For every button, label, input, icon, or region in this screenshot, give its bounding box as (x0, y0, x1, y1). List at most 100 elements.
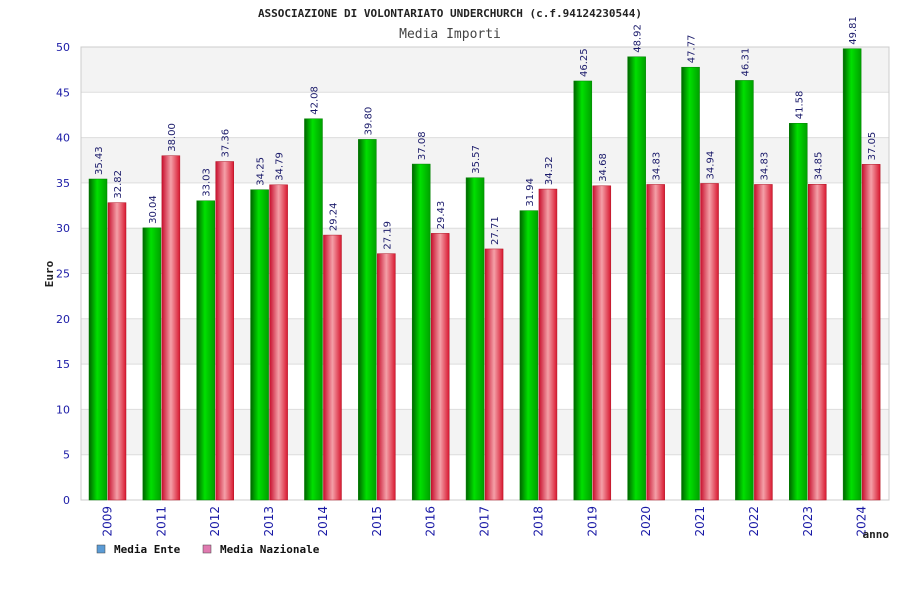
bar-media-ente-2024 (842, 48, 862, 501)
value-label: 29.24 (328, 202, 339, 231)
y-tick-label: 0 (63, 494, 70, 507)
chart-title: ASSOCIAZIONE DI VOLONTARIATO UNDERCHURCH… (258, 7, 642, 20)
value-label: 34.85 (813, 152, 824, 181)
bars-group (88, 48, 881, 501)
x-tick-label: 2014 (316, 506, 330, 537)
y-tick-label: 25 (56, 268, 70, 281)
value-label: 46.25 (579, 48, 590, 77)
value-label: 39.80 (363, 107, 374, 136)
bar-media-nazionale-2024 (861, 164, 881, 501)
x-tick-label: 2019 (585, 506, 599, 537)
x-tick-label: 2009 (101, 506, 115, 537)
y-axis-label: Euro (43, 260, 56, 287)
bar-media-nazionale-2022 (754, 184, 773, 501)
x-tick-label: 2015 (370, 506, 384, 537)
y-tick-label: 5 (63, 449, 70, 462)
y-tick-label: 35 (56, 177, 70, 190)
x-tick-label: 2017 (478, 506, 492, 537)
value-label: 49.81 (848, 16, 859, 45)
legend-swatch (96, 544, 106, 554)
bar-media-ente-2014 (304, 118, 323, 501)
bar-media-nazionale-2017 (484, 248, 504, 501)
bar-media-nazionale-2012 (215, 161, 234, 501)
y-tick-label: 10 (56, 403, 70, 416)
y-tick-label: 15 (56, 358, 70, 371)
x-tick-label: 2023 (801, 506, 815, 537)
value-label: 46.31 (740, 48, 751, 77)
value-label: 48.92 (633, 24, 644, 53)
bar-media-nazionale-2023 (808, 184, 827, 501)
value-label: 37.36 (221, 129, 232, 158)
x-tick-label: 2011 (154, 506, 168, 537)
bar-media-ente-2021 (681, 66, 700, 501)
x-tick-label: 2016 (424, 506, 438, 537)
value-label: 30.04 (148, 195, 159, 224)
value-label: 41.58 (794, 91, 805, 120)
x-axis-ticks: 2009 2011 2012 2013 2014 2015 2016 2017 2018 2019… (101, 506, 869, 537)
value-label: 34.25 (256, 157, 267, 186)
value-label: 34.68 (598, 153, 609, 182)
value-label: 34.94 (706, 151, 717, 180)
bar-media-ente-2020 (627, 56, 646, 501)
value-label: 32.82 (113, 170, 124, 199)
bar-media-ente-2012 (196, 200, 215, 501)
value-label: 34.79 (275, 152, 286, 181)
bar-media-ente-2011 (142, 227, 162, 501)
bar-media-ente-2023 (789, 123, 808, 501)
bar-media-ente-2009 (88, 178, 108, 501)
legend: Media Ente Media Nazionale (96, 543, 320, 556)
x-tick-label: 2021 (693, 506, 707, 537)
value-label: 47.77 (687, 35, 698, 64)
bar-media-nazionale-2016 (430, 233, 450, 501)
x-tick-label: 2013 (262, 506, 276, 537)
value-label: 37.08 (417, 131, 428, 160)
bar-media-nazionale-2015 (377, 253, 396, 501)
bar-media-nazionale-2013 (269, 184, 288, 501)
x-tick-label: 2022 (747, 506, 761, 537)
value-label: 35.43 (94, 146, 105, 175)
y-tick-label: 40 (56, 132, 70, 145)
bar-media-nazionale-2009 (107, 202, 127, 501)
value-label: 34.83 (759, 152, 770, 181)
value-label: 27.19 (382, 221, 393, 250)
value-label: 42.08 (309, 86, 320, 115)
x-tick-label: 2020 (639, 506, 653, 537)
bar-media-nazionale-2021 (700, 183, 719, 501)
bar-media-nazionale-2011 (161, 155, 181, 501)
bar-media-ente-2017 (465, 177, 485, 501)
value-label: 29.43 (436, 201, 447, 230)
value-labels-group: 35.43 32.82 30.04 38.00 33.03 37.36 34.25 34.79… (94, 16, 878, 250)
value-label: 34.83 (652, 152, 663, 181)
y-axis-ticks: 0 5 10 15 20 25 30 35 40 45 50 (56, 41, 70, 507)
y-tick-label: 50 (56, 41, 70, 54)
bar-media-nazionale-2014 (323, 234, 342, 501)
x-tick-label: 2012 (208, 506, 222, 537)
bar-media-nazionale-2019 (592, 185, 612, 501)
bar-media-ente-2016 (411, 163, 431, 501)
bar-media-nazionale-2018 (538, 188, 558, 501)
y-tick-label: 45 (56, 86, 70, 99)
x-tick-label: 2018 (531, 506, 545, 537)
bar-media-ente-2013 (250, 189, 269, 501)
bar-media-nazionale-2020 (646, 184, 665, 501)
chart-subtitle: Media Importi (399, 27, 501, 42)
value-label: 31.94 (525, 178, 536, 207)
grid-band (81, 47, 889, 93)
legend-swatch (202, 544, 212, 554)
bar-media-ente-2015 (358, 139, 377, 501)
bar-media-ente-2022 (735, 80, 754, 501)
value-label: 27.71 (490, 216, 501, 245)
legend-label: Media Nazionale (220, 543, 320, 556)
bar-media-ente-2019 (573, 80, 593, 501)
x-tick-label: 2024 (855, 506, 869, 537)
x-axis-label: anno (863, 528, 890, 541)
legend-label: Media Ente (114, 543, 181, 556)
value-label: 33.03 (202, 168, 213, 197)
value-label: 38.00 (167, 123, 178, 152)
value-label: 35.57 (471, 145, 482, 174)
value-label: 34.32 (544, 156, 555, 185)
value-label: 37.05 (867, 132, 878, 161)
y-tick-label: 30 (56, 222, 70, 235)
y-tick-label: 20 (56, 313, 70, 326)
